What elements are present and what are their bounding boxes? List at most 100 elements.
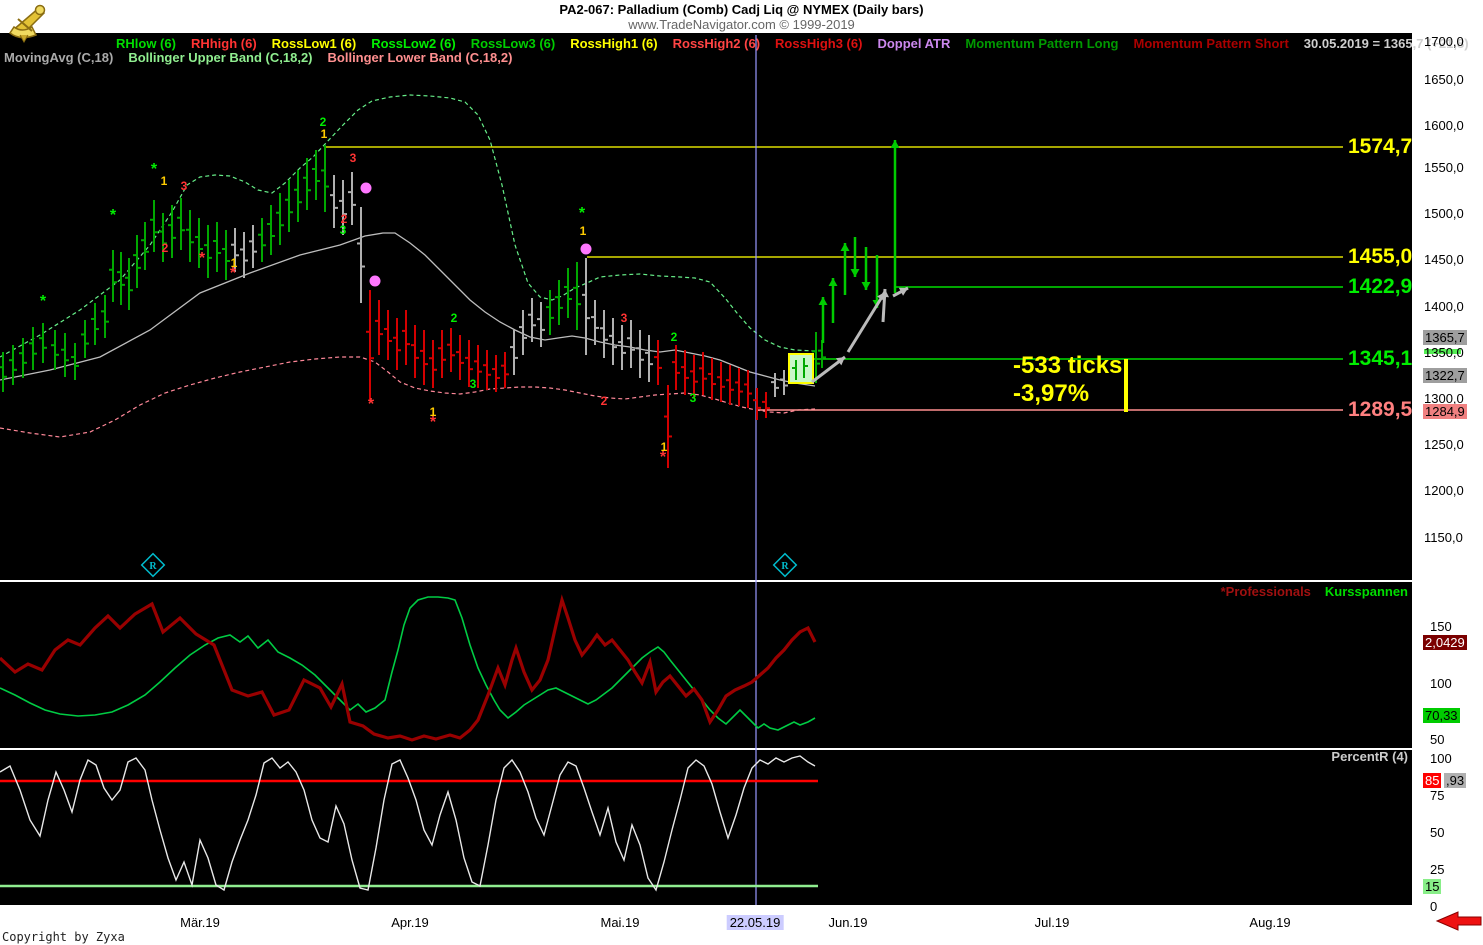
panel-separator-2[interactable] xyxy=(0,748,1412,750)
svg-text:1: 1 xyxy=(661,440,668,454)
price-axis-badge-2: 1284,9 xyxy=(1423,404,1467,419)
svg-text:R: R xyxy=(149,561,157,572)
percentr-redline-badge: 85 xyxy=(1423,773,1442,788)
price-axis-tick-6: 1400,0 xyxy=(1424,299,1464,314)
legend-item-9[interactable]: Momentum Pattern Long xyxy=(965,36,1119,51)
price-level-label-3: 1345,1 xyxy=(1348,347,1413,370)
legend-item-1[interactable]: RHhigh (6) xyxy=(190,36,257,51)
svg-text:1: 1 xyxy=(321,127,328,141)
svg-text:*: * xyxy=(230,265,237,282)
svg-text:2: 2 xyxy=(671,330,678,344)
svg-text:3: 3 xyxy=(621,311,628,325)
svg-text:*: * xyxy=(199,250,206,267)
percentr-value-badge: ,93 xyxy=(1444,773,1467,788)
middle-axis-badge-1: 70,33 xyxy=(1423,708,1460,723)
svg-text:*: * xyxy=(110,207,117,224)
svg-text:3: 3 xyxy=(690,391,697,405)
bottom-axis-tick-3: 25 xyxy=(1430,862,1445,877)
measure-percent-label: -3,97% xyxy=(1013,380,1090,407)
price-axis-tick-3: 1550,0 xyxy=(1424,160,1464,175)
svg-text:3: 3 xyxy=(181,179,188,193)
middle-axis-tick-1: 100 xyxy=(1430,676,1452,691)
svg-text:1: 1 xyxy=(161,174,168,188)
price-level-label-1: 1455,0 xyxy=(1348,245,1413,268)
legend-item-7[interactable]: RossHigh3 (6) xyxy=(775,36,863,51)
legend-item-2[interactable]: RossLow1 (6) xyxy=(271,36,357,51)
svg-text:3: 3 xyxy=(350,151,357,165)
time-axis-label-4: Jun.19 xyxy=(828,915,868,930)
chart-title: PA2-067: Palladium (Comb) Cadj Liq @ NYM… xyxy=(559,2,924,17)
legend-item-8[interactable]: Doppel ATR xyxy=(877,36,951,51)
legend-item-4[interactable]: RossLow3 (6) xyxy=(470,36,556,51)
price-axis-tick-10: 1200,0 xyxy=(1424,483,1464,498)
svg-text:*: * xyxy=(660,449,667,466)
svg-text:*: * xyxy=(151,161,158,178)
price-level-label-2: 1422,9 xyxy=(1348,275,1413,298)
legend-overlay-item-0[interactable]: MovingAvg (C,18) xyxy=(4,50,114,65)
svg-text:3: 3 xyxy=(470,377,477,391)
legend-overlay-item-1[interactable]: Bollinger Upper Band (C,18,2) xyxy=(128,50,313,65)
price-level-label-0: 1574,7 xyxy=(1348,135,1413,158)
price-axis-tick-0: 1700,0 xyxy=(1424,34,1464,49)
price-axis-tick-7: 1350,0 xyxy=(1424,345,1464,360)
price-axis-tick-5: 1450,0 xyxy=(1424,252,1464,267)
svg-text:2: 2 xyxy=(601,394,608,408)
svg-text:*: * xyxy=(40,293,47,310)
bottom-panel-legend: PercentR (4) xyxy=(1331,749,1408,764)
indicator-legend-row-2: MovingAvg (C,18) Bollinger Upper Band (C,… xyxy=(4,50,512,65)
legend-item-11[interactable]: 30.05.2019 = 1365,7 (+21,8) xyxy=(1303,36,1469,51)
sextant-logo xyxy=(8,4,46,43)
svg-text:*: * xyxy=(368,396,375,413)
legend-item-5[interactable]: RossHigh1 (6) xyxy=(570,36,658,51)
bottom-axis-tick-4: 0 xyxy=(1430,899,1438,914)
copyright-text: Copyright by Zyxa xyxy=(2,930,125,944)
svg-text:1: 1 xyxy=(580,224,587,238)
price-axis-tick-2: 1600,0 xyxy=(1424,118,1464,133)
svg-text:2: 2 xyxy=(162,241,169,255)
scroll-left-arrow-icon xyxy=(1435,911,1482,931)
bottom-axis-tick-0: 100 xyxy=(1430,751,1452,766)
legend-item-6[interactable]: RossHigh2 (6) xyxy=(672,36,761,51)
time-axis-label-2: Mai.19 xyxy=(600,915,640,930)
middle-legend-item-1[interactable]: Kursspannen xyxy=(1324,584,1408,599)
svg-text:3: 3 xyxy=(340,223,347,237)
svg-text:2: 2 xyxy=(320,115,327,129)
bottom-axis-tick-1: 75 xyxy=(1430,788,1445,803)
price-axis-tick-4: 1500,0 xyxy=(1424,206,1464,221)
percentr-greenline-badge: 15 xyxy=(1423,879,1442,894)
time-axis-label-5: Jul.19 xyxy=(1034,915,1070,930)
middle-axis-tick-0: 150 xyxy=(1430,619,1452,634)
svg-text:2: 2 xyxy=(341,212,348,226)
middle-axis-badge-0: 2,0429 xyxy=(1423,635,1467,650)
price-axis-tick-8: 1300,0 xyxy=(1424,391,1464,406)
legend-overlay-item-2[interactable]: Bollinger Lower Band (C,18,2) xyxy=(327,50,513,65)
svg-text:*: * xyxy=(579,205,586,222)
middle-legend-item-0[interactable]: *Professionals xyxy=(1220,584,1311,599)
price-axis-tick-1: 1650,0 xyxy=(1424,72,1464,87)
svg-text:R: R xyxy=(781,561,789,572)
legend-item-3[interactable]: RossLow2 (6) xyxy=(371,36,456,51)
percentr-legend-label[interactable]: PercentR (4) xyxy=(1331,749,1408,764)
price-axis-badge-1: 1322,7 xyxy=(1423,368,1467,383)
middle-panel-legend: *Professionals Kursspannen xyxy=(1207,584,1408,599)
middle-axis-tick-2: 50 xyxy=(1430,732,1445,747)
bottom-axis-tick-2: 50 xyxy=(1430,825,1445,840)
time-axis-label-1: Apr.19 xyxy=(391,915,429,930)
time-axis-label-6: Aug.19 xyxy=(1249,915,1291,930)
time-axis-label-0: Mär.19 xyxy=(180,915,220,930)
price-axis-tick-9: 1250,0 xyxy=(1424,437,1464,452)
svg-text:2: 2 xyxy=(451,311,458,325)
time-axis-label-3: 22.05.19 xyxy=(726,915,784,930)
price-level-label-4: 1289,5 xyxy=(1348,398,1413,421)
legend-item-10[interactable]: Momentum Pattern Short xyxy=(1133,36,1289,51)
indicator-legend-row-1: RHlow (6) RHhigh (6) RossLow1 (6) RossLow2 … xyxy=(116,36,1469,51)
svg-text:1: 1 xyxy=(430,405,437,419)
svg-text:*: * xyxy=(430,414,437,431)
svg-text:1: 1 xyxy=(231,256,238,270)
legend-item-0[interactable]: RHlow (6) xyxy=(116,36,176,51)
panel-separator-1[interactable] xyxy=(0,580,1412,582)
measure-ticks-label: -533 ticks xyxy=(1013,352,1123,379)
price-axis-badge-0: 1365,7 xyxy=(1423,330,1467,345)
